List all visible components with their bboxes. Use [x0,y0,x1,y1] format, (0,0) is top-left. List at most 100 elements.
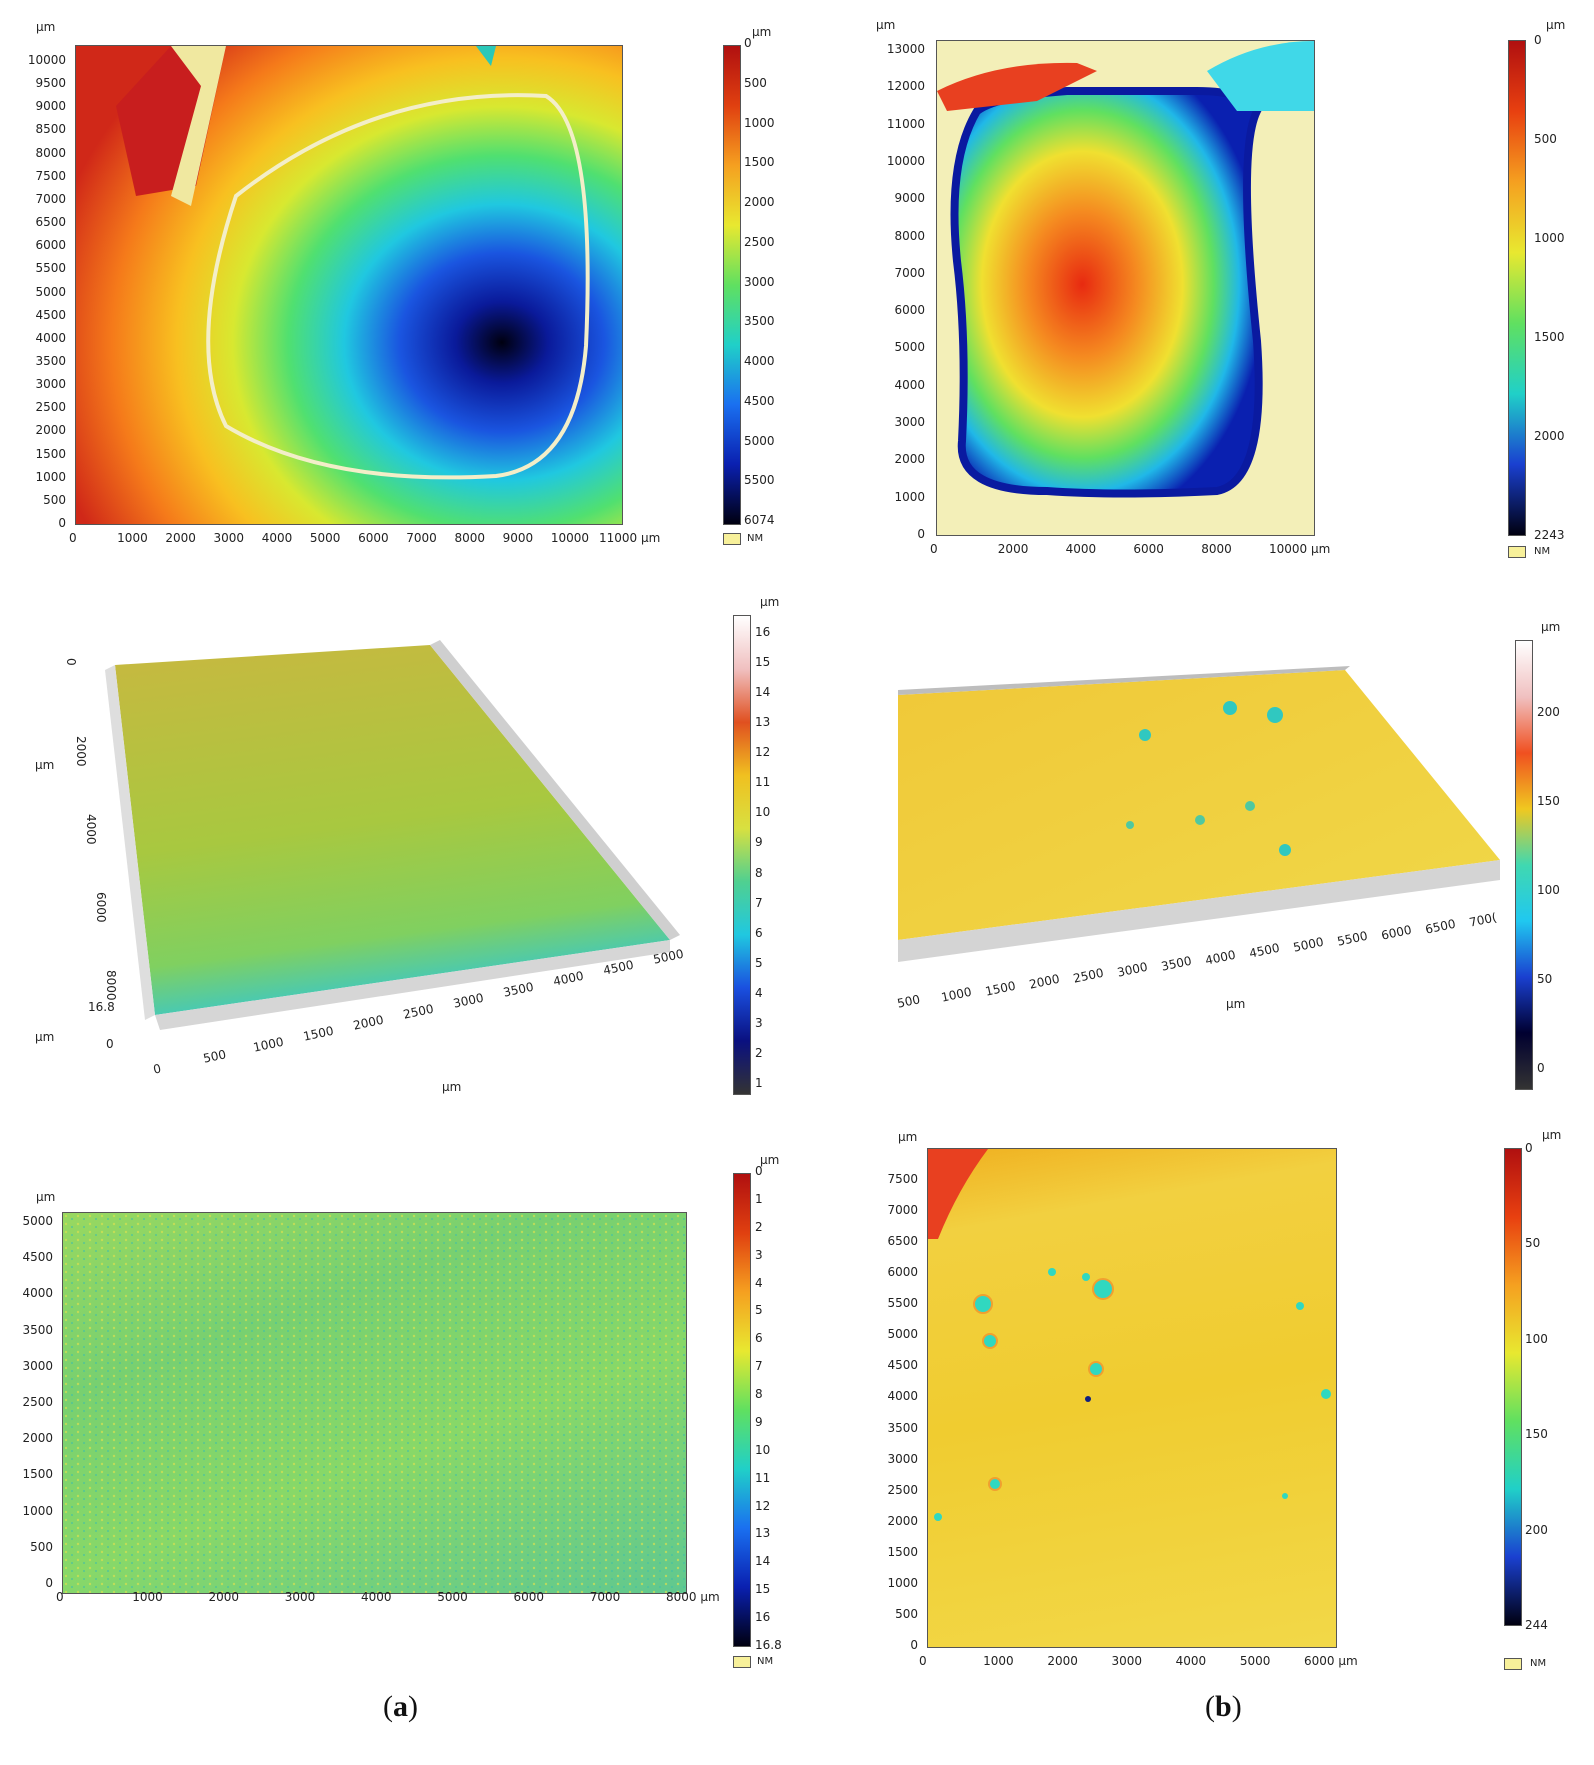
a2-z-tick: 16.8 [88,1000,115,1014]
b1-y-tick: 8000 [894,228,925,243]
a2-cbar-tick: 6 [755,925,763,940]
panel-a1: µm µm NM [0,0,780,560]
a1-cbar-tick: 3500 [744,314,775,329]
a2-y-tick: 8000 [104,970,118,1001]
a3-cbar-tick: 3 [755,1247,763,1262]
b3-y-tick: 3000 [887,1451,918,1466]
a3-cbar-tick: 4 [755,1275,763,1290]
a3-cbar-tick: 12 [755,1498,771,1513]
a3-y-tick: 5000 [22,1214,53,1228]
b1-x-tick: 10000 µm [1269,542,1331,556]
b1-y-tick: 3000 [894,415,925,430]
a1-x-tick: 7000 [406,531,437,545]
b3-y-tick: 2000 [887,1513,918,1528]
a2-cbar-tick: 16 [755,625,771,639]
a2-cbar-tick: 7 [755,895,763,910]
b3-y-tick: 5000 [887,1327,918,1342]
b3-y-tick: 2500 [887,1482,918,1497]
b1-cbar-tick: 2243 [1534,528,1565,542]
a2-y-tick: 6000 [94,892,108,923]
a3-x-tick: 3000 [284,1590,316,1604]
a1-y-tick: 5500 [35,261,66,276]
b1-cbar-tick: 1500 [1534,330,1565,344]
a2-cbar-unit: µm [760,595,780,609]
a1-y-tick: 9000 [35,99,66,114]
a3-colorbar [733,1173,751,1647]
a3-heightmap [62,1212,687,1594]
a3-cbar-unit: µm [760,1153,780,1167]
a1-y-tick: 8500 [35,122,66,137]
b3-nm-swatch [1504,1658,1522,1670]
a2-cbar-tick: 1 [755,1076,763,1090]
a1-colorbar [723,45,741,525]
a1-cbar-tick: 5000 [744,433,775,448]
a2-cbar-tick: 4 [755,985,763,1000]
a1-y-tick: 500 [43,492,66,507]
b1-y-tick: 12000 [886,79,925,94]
a3-cbar-tick: 15 [755,1582,771,1597]
b3-y-tick: 500 [895,1606,918,1621]
a3-cbar-tick: 8 [755,1387,763,1402]
b3-heightmap [927,1148,1337,1648]
b3-cbar-unit: µm [1542,1128,1562,1142]
caption-b-open: ( [1205,1690,1215,1723]
b1-y-tick: 6000 [894,303,925,318]
b1-x-tick: 2000 [997,542,1029,556]
b2-cbar-tick: 0 [1537,1061,1545,1075]
b2-cbar-unit: µm [1541,620,1561,634]
b3-y-tick: 7500 [887,1172,918,1186]
a2-3d-surface [105,640,680,1030]
b3-cbar-tick: 50 [1525,1236,1541,1251]
a3-cbar-tick: 13 [755,1526,771,1541]
b1-y-tick: 1000 [894,489,925,504]
a2-x-unit: µm [442,1080,462,1094]
a2-cbar-tick: 2 [755,1045,763,1060]
a3-cbar-tick: 7 [755,1359,763,1374]
a1-y-tick: 6500 [35,215,66,230]
caption-a-close: ) [408,1690,418,1723]
a1-x-tick: 1000 [117,531,148,545]
a3-x-tick: 7000 [589,1590,621,1604]
a1-y-tick: 7500 [35,168,66,183]
b1-y-tick: 4000 [894,377,925,392]
a2-cbar-tick: 9 [755,835,763,850]
a3-y-tick: 4500 [22,1250,53,1265]
a2-colorbar [733,615,751,1095]
b2-cbar-tick: 200 [1537,705,1560,719]
a3-x-tick: 2000 [208,1590,240,1604]
panel-a2: µm µm µm µm [0,590,790,1110]
a1-y-tick: 4000 [35,330,66,345]
a1-cbar-unit: µm [752,25,772,39]
a1-x-tick: 0 [69,531,77,545]
a2-cbar-tick: 10 [755,805,771,820]
b2-3d-surface [898,666,1500,962]
a2-cbar-tick: 8 [755,865,763,880]
b1-heightmap [936,40,1315,536]
a3-cbar-tick: 5 [755,1303,763,1318]
a1-nm-swatch [723,533,741,545]
b3-y-tick: 1500 [887,1544,918,1559]
a1-cbar-tick: 4000 [744,354,775,368]
a1-x-tick: 4000 [261,531,293,545]
a1-y-tick: 2000 [35,423,66,438]
b3-y-tick: 6000 [887,1265,918,1280]
b1-y-tick: 13000 [886,42,925,56]
panel-b2: µm µm [790,590,1590,1110]
b3-x-tick: 6000 µm [1304,1654,1358,1668]
a3-x-tick: 4000 [361,1590,392,1604]
b3-cbar-tick: 100 [1525,1331,1548,1346]
b3-y-tick: 4000 [887,1389,918,1404]
a1-x-tick: 9000 [502,531,534,545]
b1-x-tick: 8000 [1201,542,1232,556]
a3-cbar-tick: 9 [755,1414,763,1429]
b1-x-tick: 0 [930,542,938,556]
b1-x-tick: 6000 [1133,542,1164,556]
a3-x-tick: 1000 [132,1590,163,1604]
a1-y-tick: 1000 [35,469,66,484]
b3-colorbar [1504,1148,1522,1626]
a1-x-tick: 6000 [358,531,389,545]
b3-y-tick: 1000 [887,1575,918,1590]
a3-x-tick: 5000 [437,1590,468,1604]
a2-z-unit: µm [35,1030,55,1044]
b3-x-tick: 1000 [983,1654,1014,1668]
